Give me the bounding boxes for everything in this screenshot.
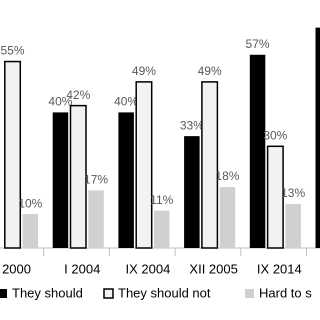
value-label: 10%: [18, 196, 42, 210]
x-tick-label: XII 2005: [189, 261, 237, 276]
bar: [118, 112, 134, 249]
legend-marker: [245, 289, 254, 298]
value-label: 42%: [66, 88, 90, 102]
value-label: 18%: [215, 169, 239, 183]
value-label: 49%: [198, 64, 222, 78]
bar: [266, 145, 284, 249]
x-tick-label: 2000: [2, 261, 31, 276]
legend-marker: [103, 288, 114, 299]
bar: [88, 190, 104, 248]
value-label: 11%: [150, 193, 173, 207]
x-tick-label: IX 2004: [126, 261, 171, 276]
x-tick-label: I 2004: [64, 261, 100, 276]
value-label: 13%: [281, 186, 305, 200]
x-tick-label: IX 2014: [257, 261, 302, 276]
bar: [135, 81, 153, 249]
legend-label: They should: [12, 285, 83, 300]
bar: [52, 112, 69, 249]
value-label: 33%: [180, 118, 204, 132]
value-label: 57%: [246, 37, 270, 51]
value-label: 17%: [84, 173, 108, 187]
value-label: 40%: [48, 95, 72, 109]
value-label: 30%: [263, 128, 287, 142]
bar: [69, 104, 87, 249]
bar: [285, 203, 301, 248]
value-label: 49%: [132, 64, 156, 78]
bar: [249, 54, 266, 248]
legend-label: Hard to s: [259, 285, 312, 300]
bar: [22, 214, 39, 248]
bar: [154, 210, 170, 248]
value-label: 40%: [114, 95, 138, 109]
value-label: 55%: [1, 44, 25, 58]
bar: [184, 136, 200, 248]
legend-marker: [0, 289, 7, 298]
bar: [315, 27, 320, 249]
legend-label: They should not: [118, 285, 211, 300]
bar: [219, 186, 236, 248]
bar: [201, 81, 219, 249]
bar: [4, 60, 22, 249]
